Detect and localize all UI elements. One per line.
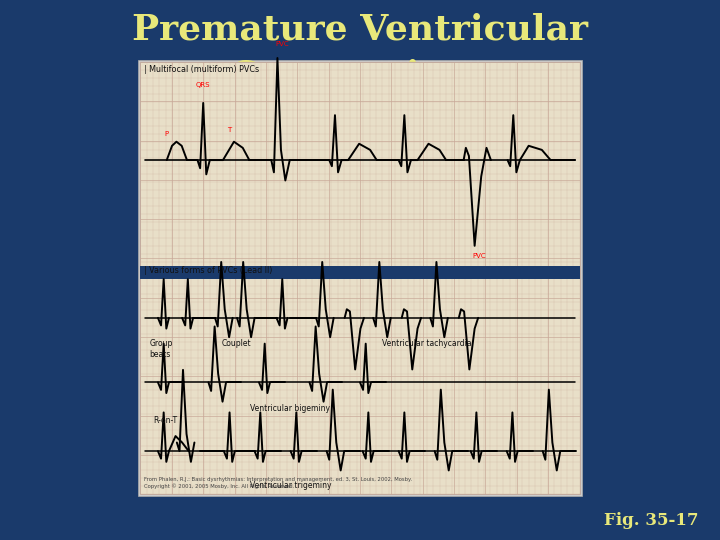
Text: T: T	[228, 126, 232, 132]
Text: R-on-T: R-on-T	[153, 416, 178, 426]
Text: QRS: QRS	[195, 82, 210, 87]
Bar	[140, 266, 580, 279]
Text: Ventricular bigeminy: Ventricular bigeminy	[251, 404, 330, 413]
Text: | Multifocal (multiform) PVCs: | Multifocal (multiform) PVCs	[144, 65, 259, 74]
Text: Copyright © 2001, 2005 Mosby, Inc. All Rights Reserved.: Copyright © 2001, 2005 Mosby, Inc. All R…	[144, 483, 294, 489]
Text: From Phalen, R.J.: Basic dysrhythmias: Interpretation and management, ed. 3, St.: From Phalen, R.J.: Basic dysrhythmias: I…	[144, 477, 412, 482]
Text: Fig. 35-17: Fig. 35-17	[604, 512, 698, 529]
Text: Premature Ventricular: Premature Ventricular	[132, 13, 588, 46]
Text: Ventricular tachycardia: Ventricular tachycardia	[382, 339, 472, 348]
Text: Contractions: Contractions	[229, 59, 491, 92]
Text: | Various forms of PVCs (Lead II): | Various forms of PVCs (Lead II)	[144, 266, 272, 275]
Text: P: P	[165, 131, 168, 137]
Text: PVC: PVC	[472, 253, 486, 259]
Text: Ventricular trigeminy: Ventricular trigeminy	[251, 481, 332, 490]
Text: Group
beats: Group beats	[149, 339, 173, 359]
Bar	[138, 60, 582, 496]
Text: PVC: PVC	[276, 41, 289, 47]
Bar	[140, 62, 580, 494]
Text: Couplet: Couplet	[222, 339, 251, 348]
